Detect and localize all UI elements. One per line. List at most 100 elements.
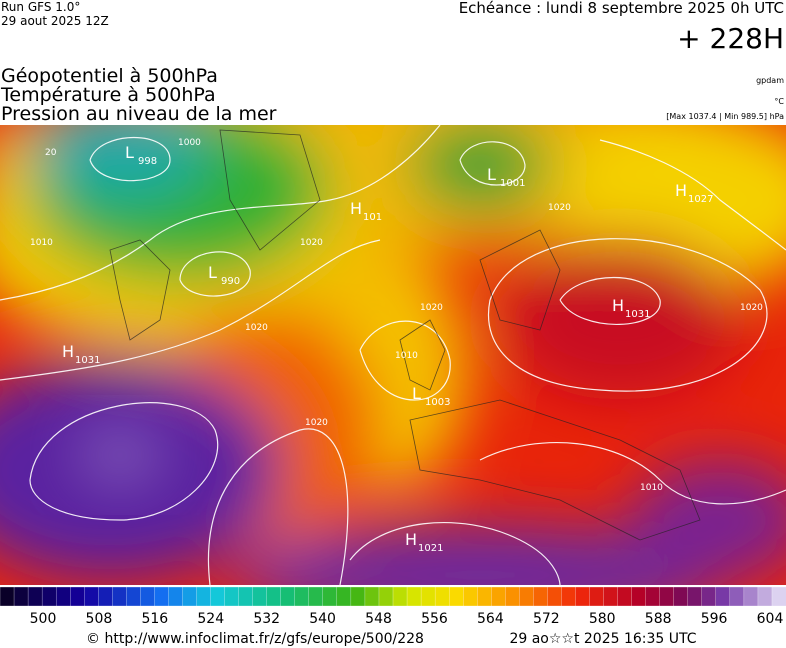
colorbar-cell (701, 586, 717, 607)
colorbar-label: 524 (197, 611, 224, 627)
pressure-value: 1031 (75, 355, 100, 366)
generated: 29 ao☆☆t 2025 16:35 UTC (509, 631, 696, 647)
colorbar-label: 532 (253, 611, 280, 627)
colorbar-cell (41, 586, 57, 607)
colorbar-label: 596 (701, 611, 728, 627)
colorbar-cell (392, 586, 408, 607)
colorbar-cell (210, 586, 226, 607)
colorbar-cell (715, 586, 731, 607)
colorbar-cell (308, 586, 324, 607)
colorbar-label: 604 (757, 611, 784, 627)
colorbar-cell (771, 586, 786, 607)
colorbar-label: 508 (86, 611, 113, 627)
colorbar-cell (617, 586, 633, 607)
pressure-letter: L (125, 143, 134, 162)
lead-time: + 228H (677, 22, 784, 55)
colorbar-cell (238, 586, 254, 607)
colorbar-cell (505, 586, 520, 607)
colorbar-cell (575, 586, 591, 607)
colorbar-cell (140, 586, 156, 607)
pressure-letter: L (208, 263, 217, 282)
colorbar-cell (603, 586, 619, 607)
colorbar-cell (294, 586, 310, 607)
colorbar-cell (336, 586, 352, 607)
colorbar-cell (55, 586, 71, 607)
colorbar-label: 516 (141, 611, 168, 627)
run: Run GFS 1.0° (1, 0, 80, 14)
colorbar-label: 588 (645, 611, 672, 627)
colorbar-cell (154, 586, 170, 607)
contour-label: 1020 (420, 303, 443, 313)
colorbar-label: 548 (365, 611, 392, 627)
pressure-letter: L (487, 165, 496, 184)
contour-label: 1020 (245, 323, 268, 333)
unit: [Max 1037.4 | Min 989.5] hPa (666, 112, 784, 121)
pressure-value: 990 (221, 276, 240, 287)
pressure-value: 101 (363, 212, 382, 223)
colorbar-cell (112, 586, 127, 607)
colorbar-cell (84, 586, 99, 607)
pressure-value: 1021 (418, 543, 443, 554)
echeance: Echéance : lundi 8 septembre 2025 0h UTC (459, 0, 784, 17)
colorbar-cell (673, 586, 689, 607)
colorbar-cell (182, 586, 198, 607)
colorbar-label: 580 (589, 611, 616, 627)
run-date: 29 aout 2025 12Z (1, 14, 109, 28)
pressure-letter: H (405, 530, 417, 549)
colorbar-cell (196, 586, 212, 607)
contour-label: 1010 (30, 238, 53, 248)
unit: gpdam (756, 76, 784, 85)
colorbar-cell (126, 586, 142, 607)
pressure-value: 998 (138, 156, 157, 167)
colorbar-label: 556 (421, 611, 448, 627)
colorbar-cell (168, 586, 184, 607)
colorbar-cell (378, 586, 394, 607)
colorbar-cell (519, 586, 535, 607)
pressure-letter: H (675, 181, 687, 200)
contour-label: 1010 (640, 483, 663, 493)
field: Géopotentiel à 500hPa (1, 65, 218, 87)
contour-label: 1020 (305, 418, 328, 428)
colorbar-cell (252, 586, 268, 607)
colorbar-cell (364, 586, 380, 607)
field: Température à 500hPa (0, 84, 216, 106)
colorbar-cell (27, 586, 43, 607)
colorbar-label: 564 (477, 611, 504, 627)
colorbar-label: 500 (30, 611, 57, 627)
pressure-letter: H (612, 296, 624, 315)
colorbar-cell (280, 586, 296, 607)
colorbar-cell (266, 586, 282, 607)
contour-label: 1020 (740, 303, 763, 313)
pressure-letter: L (412, 384, 421, 403)
colorbar-cell (729, 586, 745, 607)
colorbar-cell (420, 586, 436, 607)
field: Pression au niveau de la mer (1, 103, 277, 125)
contour-label: 1020 (300, 238, 323, 248)
contour-label: 1010 (395, 351, 418, 361)
pressure-value: 1003 (425, 397, 450, 408)
colorbar-cell (98, 586, 113, 607)
colorbar-cell (448, 586, 464, 607)
colorbar-label: 572 (533, 611, 560, 627)
colorbar-cell (350, 586, 366, 607)
colorbar-cell (589, 586, 605, 607)
colorbar-cell (547, 586, 563, 607)
colorbar-cell (0, 586, 15, 607)
pressure-letter: H (350, 199, 362, 218)
colorbar-cell (406, 586, 422, 607)
contour-label: 1000 (178, 138, 201, 148)
pressure-value: 1001 (500, 178, 525, 189)
unit: °C (774, 97, 784, 106)
colorbar-cell (743, 586, 759, 607)
colorbar-cell (224, 586, 240, 607)
colorbar-cell (70, 586, 85, 607)
pressure-value: 1027 (688, 194, 713, 205)
colorbar-cell (533, 586, 549, 607)
colorbar-cell (659, 586, 675, 607)
colorbar-cell (757, 586, 773, 607)
colorbar-cell (13, 586, 29, 607)
pressure-letter: H (62, 342, 74, 361)
pressure-value: 1031 (625, 309, 650, 320)
colorbar-cell (491, 586, 506, 607)
